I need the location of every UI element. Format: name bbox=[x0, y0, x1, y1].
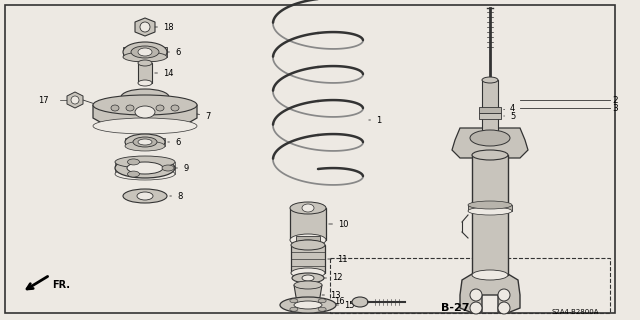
Ellipse shape bbox=[138, 80, 152, 86]
Text: 7: 7 bbox=[197, 111, 211, 121]
Text: 5: 5 bbox=[504, 111, 515, 121]
Text: 6: 6 bbox=[167, 47, 180, 57]
Ellipse shape bbox=[93, 95, 197, 115]
Ellipse shape bbox=[123, 52, 167, 62]
Ellipse shape bbox=[280, 297, 336, 313]
Ellipse shape bbox=[291, 240, 325, 250]
Ellipse shape bbox=[111, 105, 119, 111]
Ellipse shape bbox=[138, 139, 152, 145]
Bar bbox=[296, 236, 320, 244]
Ellipse shape bbox=[115, 156, 175, 168]
Ellipse shape bbox=[482, 132, 498, 138]
Bar bbox=[468, 205, 512, 211]
Text: 2: 2 bbox=[612, 95, 618, 105]
Ellipse shape bbox=[290, 202, 326, 214]
Ellipse shape bbox=[162, 165, 174, 171]
Ellipse shape bbox=[71, 96, 79, 104]
Ellipse shape bbox=[123, 42, 167, 62]
Text: 10: 10 bbox=[329, 220, 349, 228]
Ellipse shape bbox=[482, 77, 498, 83]
Text: 4: 4 bbox=[504, 103, 515, 113]
Polygon shape bbox=[294, 285, 322, 305]
Bar bbox=[479, 107, 501, 113]
Ellipse shape bbox=[140, 22, 150, 32]
Text: 8: 8 bbox=[170, 191, 182, 201]
Ellipse shape bbox=[125, 141, 165, 151]
Ellipse shape bbox=[125, 134, 165, 150]
Ellipse shape bbox=[138, 48, 152, 56]
Ellipse shape bbox=[133, 137, 157, 147]
Bar bbox=[138, 63, 152, 83]
Polygon shape bbox=[93, 105, 197, 126]
Ellipse shape bbox=[472, 150, 508, 160]
Text: 17: 17 bbox=[38, 95, 49, 105]
Ellipse shape bbox=[93, 118, 197, 134]
Polygon shape bbox=[460, 274, 520, 312]
Ellipse shape bbox=[468, 207, 512, 215]
Ellipse shape bbox=[470, 289, 482, 301]
Bar bbox=[291, 245, 325, 273]
Text: FR.: FR. bbox=[52, 280, 70, 290]
Bar bbox=[330, 258, 610, 313]
Ellipse shape bbox=[292, 273, 324, 283]
Bar bbox=[479, 113, 501, 119]
Text: 6: 6 bbox=[168, 138, 180, 147]
Ellipse shape bbox=[137, 192, 153, 200]
Ellipse shape bbox=[318, 307, 326, 311]
Text: 15: 15 bbox=[336, 300, 355, 309]
Ellipse shape bbox=[127, 171, 140, 177]
Bar bbox=[115, 162, 175, 174]
Ellipse shape bbox=[121, 89, 169, 105]
Ellipse shape bbox=[290, 299, 298, 303]
Ellipse shape bbox=[171, 105, 179, 111]
Ellipse shape bbox=[291, 268, 325, 278]
Ellipse shape bbox=[296, 240, 320, 248]
Ellipse shape bbox=[115, 158, 175, 178]
Ellipse shape bbox=[156, 105, 164, 111]
Text: 18: 18 bbox=[155, 22, 173, 31]
Ellipse shape bbox=[290, 234, 326, 246]
Ellipse shape bbox=[138, 60, 152, 66]
Polygon shape bbox=[452, 128, 528, 158]
Bar bbox=[125, 138, 165, 146]
Ellipse shape bbox=[352, 297, 368, 307]
Text: S2A4-B2800A: S2A4-B2800A bbox=[551, 309, 599, 315]
Ellipse shape bbox=[470, 302, 482, 314]
Ellipse shape bbox=[468, 201, 512, 209]
Bar bbox=[290, 208, 326, 240]
Ellipse shape bbox=[294, 301, 322, 309]
Text: 9: 9 bbox=[175, 164, 188, 172]
Ellipse shape bbox=[290, 307, 298, 311]
Ellipse shape bbox=[294, 281, 322, 289]
Ellipse shape bbox=[302, 275, 314, 281]
Text: 14: 14 bbox=[155, 68, 173, 77]
Ellipse shape bbox=[318, 299, 326, 303]
Bar bbox=[482, 80, 498, 135]
Ellipse shape bbox=[127, 159, 140, 165]
Ellipse shape bbox=[123, 189, 167, 203]
Ellipse shape bbox=[498, 289, 510, 301]
Polygon shape bbox=[135, 18, 155, 36]
Text: 13: 13 bbox=[322, 291, 340, 300]
Ellipse shape bbox=[498, 302, 510, 314]
Bar bbox=[472, 155, 508, 275]
Ellipse shape bbox=[126, 105, 134, 111]
Text: 1: 1 bbox=[369, 116, 381, 124]
Polygon shape bbox=[67, 92, 83, 108]
Text: 12: 12 bbox=[324, 274, 342, 283]
Ellipse shape bbox=[135, 106, 155, 118]
Ellipse shape bbox=[115, 168, 175, 180]
Bar bbox=[123, 47, 167, 57]
Text: 16: 16 bbox=[334, 298, 345, 307]
Ellipse shape bbox=[131, 46, 159, 58]
Ellipse shape bbox=[470, 130, 510, 146]
Text: 3: 3 bbox=[612, 103, 618, 113]
Text: 11: 11 bbox=[328, 254, 348, 263]
Ellipse shape bbox=[302, 204, 314, 212]
Ellipse shape bbox=[127, 162, 163, 174]
Text: B-27: B-27 bbox=[441, 303, 469, 313]
Ellipse shape bbox=[472, 270, 508, 280]
